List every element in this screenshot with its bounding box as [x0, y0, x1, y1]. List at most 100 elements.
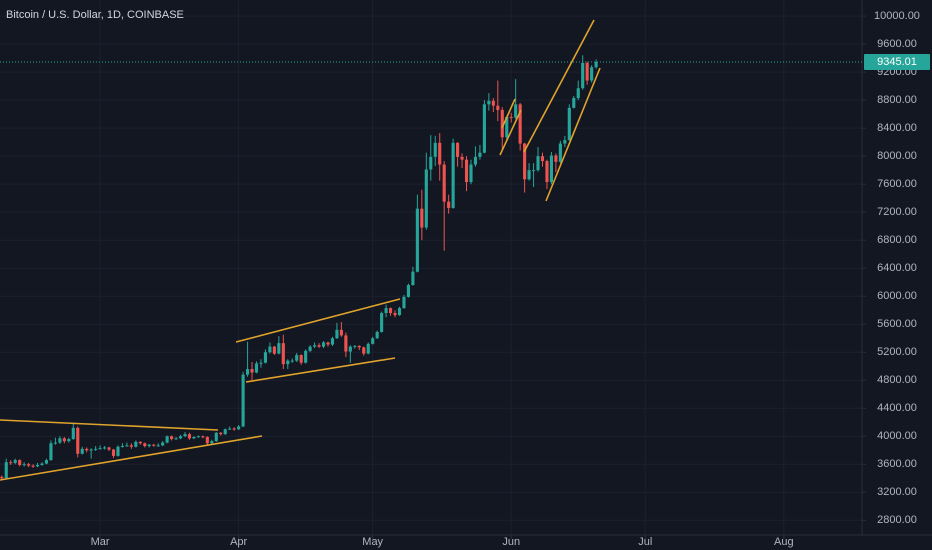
candle-body: [116, 446, 120, 456]
candle-body: [107, 447, 111, 450]
trend-line: [523, 19, 595, 153]
chart-title: Bitcoin / U.S. Dollar, 1D, COINBASE: [6, 9, 184, 21]
candle-body: [196, 436, 200, 438]
candle-body: [536, 156, 540, 171]
candle-body: [44, 460, 49, 464]
candle-body: [549, 155, 553, 183]
candle-body: [473, 156, 478, 165]
candle-body: [424, 169, 428, 228]
candle-body: [272, 346, 276, 354]
x-tick-label: Apr: [230, 536, 247, 548]
y-tick-label: 6400.00: [877, 262, 917, 274]
x-tick-label: Jul: [638, 536, 652, 548]
candle-body: [442, 164, 446, 202]
candle-body: [330, 338, 335, 345]
candle-body: [134, 441, 138, 447]
candle-body: [451, 142, 455, 208]
x-tick-label: May: [362, 536, 383, 548]
candle-body: [80, 448, 84, 454]
candle-body: [40, 463, 44, 465]
candle-body: [232, 428, 236, 430]
candle-body: [313, 345, 317, 347]
candle-body: [375, 331, 379, 339]
candle-body: [518, 104, 522, 144]
candle-body: [509, 116, 513, 118]
candle-body: [438, 142, 442, 165]
candle-body: [523, 143, 527, 180]
y-tick-label: 6000.00: [877, 290, 917, 302]
trend-lines: [0, 19, 601, 481]
candle-body: [125, 445, 129, 447]
trend-line: [235, 298, 401, 343]
candle-body: [71, 427, 75, 440]
candle-body: [192, 436, 196, 439]
candle-body: [572, 98, 576, 108]
candle-body: [94, 448, 98, 450]
candle-body: [415, 208, 419, 272]
candle-body: [540, 156, 545, 162]
candle-body: [0, 476, 4, 479]
candle-body: [581, 63, 585, 89]
trend-line: [0, 419, 219, 431]
y-tick-label: 9600.00: [877, 38, 917, 50]
candle-body: [388, 308, 393, 314]
candle-body: [420, 208, 424, 228]
candle-body: [18, 460, 22, 465]
candle-body: [527, 170, 531, 180]
candle-body: [13, 460, 17, 463]
candle-body: [165, 436, 169, 443]
candle-body: [397, 308, 402, 316]
candle-body: [58, 438, 62, 443]
y-tick-label: 5600.00: [877, 318, 917, 330]
candle-body: [205, 436, 209, 444]
candle-body: [53, 442, 57, 444]
candle-body: [299, 355, 303, 363]
candle-body: [281, 343, 285, 365]
candle-body: [290, 360, 294, 362]
candle-body: [187, 434, 192, 439]
candle-body: [76, 427, 80, 454]
candle-body: [183, 434, 187, 437]
candle-body: [27, 464, 31, 466]
candles: [0, 55, 598, 481]
candle-body: [406, 285, 410, 297]
candle-body: [380, 313, 384, 332]
candle-body: [214, 432, 218, 442]
candle-body: [384, 308, 388, 314]
trend-line: [501, 98, 516, 129]
candle-body: [286, 360, 290, 365]
candle-body: [567, 107, 571, 141]
candle-body: [344, 335, 348, 352]
candle-body: [545, 161, 549, 183]
candle-body: [371, 338, 375, 344]
candle-body: [304, 350, 308, 363]
candle-body: [590, 67, 594, 81]
candle-body: [241, 374, 245, 427]
candle-body: [487, 100, 491, 105]
candle-body: [268, 346, 272, 353]
y-tick-label: 5200.00: [877, 346, 917, 358]
candle-body: [362, 347, 366, 354]
y-tick-label: 8400.00: [877, 122, 917, 134]
y-tick-label: 10000.00: [874, 10, 920, 22]
candle-body: [35, 464, 40, 467]
candle-body: [156, 445, 160, 447]
last-price-tag: [864, 53, 930, 70]
candle-body: [259, 362, 263, 364]
y-tick-label: 2800.00: [877, 514, 917, 526]
x-tick-label: Mar: [91, 536, 110, 548]
candle-body: [138, 441, 142, 444]
candle-body: [478, 152, 482, 157]
candle-body: [429, 156, 433, 170]
candle-body: [411, 271, 415, 286]
candle-body: [366, 343, 370, 354]
candle-body: [210, 441, 214, 444]
candle-body: [254, 363, 259, 373]
candle-body: [22, 464, 26, 466]
x-tick-label: Aug: [774, 536, 794, 548]
candle-body: [161, 442, 165, 446]
candle-body: [174, 438, 178, 440]
candle-body: [576, 88, 580, 99]
candle-body: [9, 462, 13, 464]
y-tick-label: 4800.00: [877, 374, 917, 386]
